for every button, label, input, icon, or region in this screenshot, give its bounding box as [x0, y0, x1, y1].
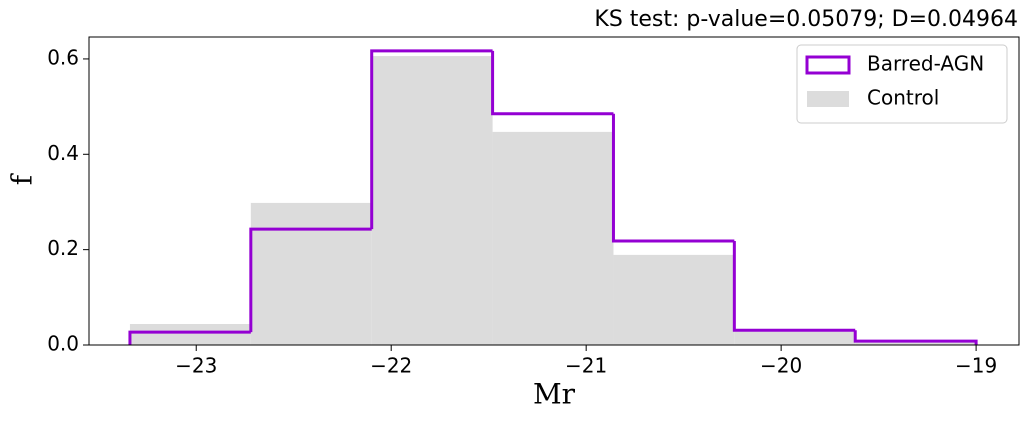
x-tick-label: −22 — [370, 354, 412, 378]
histogram-bar — [371, 56, 493, 346]
x-tick-label: −20 — [760, 354, 802, 378]
y-axis-label: f — [6, 172, 39, 185]
histogram-bar — [734, 331, 856, 345]
y-tick-label: 0.4 — [47, 141, 79, 165]
histogram-bar — [129, 324, 251, 345]
legend-swatch — [807, 91, 849, 107]
y-tick-label: 0.6 — [47, 45, 79, 69]
chart-title: KS test: p-value=0.05079; D=0.04964 — [594, 7, 1018, 32]
histogram-step — [853, 330, 978, 345]
histogram-step — [732, 241, 856, 332]
histogram-step — [611, 113, 735, 243]
x-tick-label: −21 — [565, 354, 607, 378]
legend-label: Barred-AGN — [867, 52, 984, 76]
histogram-step — [128, 330, 251, 345]
histogram-step — [370, 49, 493, 230]
x-axis-label: Mr — [533, 378, 576, 411]
histogram-step — [249, 227, 372, 333]
histogram-bar — [613, 254, 735, 345]
legend-label: Control — [867, 86, 939, 110]
x-tick-label: −19 — [955, 354, 997, 378]
y-tick-label: 0.0 — [47, 332, 79, 356]
histogram-step — [491, 50, 614, 116]
y-tick-label: 0.2 — [47, 236, 79, 260]
legend-swatch — [805, 55, 851, 75]
x-tick-label: −23 — [175, 354, 217, 378]
histogram-bar — [250, 202, 372, 345]
histogram-bar — [855, 342, 977, 345]
histogram-bar — [492, 131, 614, 345]
plot-frame — [88, 36, 1020, 346]
